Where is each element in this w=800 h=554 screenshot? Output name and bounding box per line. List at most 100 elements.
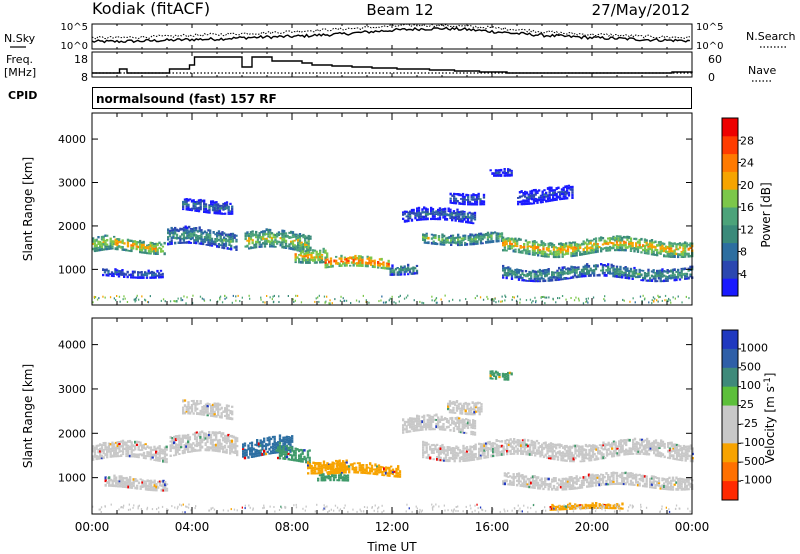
power-cell	[529, 194, 532, 198]
power-cell	[403, 265, 406, 269]
power-cell	[263, 245, 267, 248]
power-cell	[566, 269, 570, 273]
power-clutter	[672, 296, 674, 299]
power-cell	[549, 252, 552, 255]
power-cell	[132, 240, 135, 243]
velocity-cell	[141, 481, 144, 484]
power-cell	[262, 242, 265, 245]
velocity-cell	[675, 448, 679, 452]
velocity-cell	[109, 455, 112, 458]
power-cell	[545, 268, 549, 272]
velocity-cell	[528, 480, 531, 484]
power-cell	[130, 276, 133, 279]
velocity-cell	[525, 453, 528, 456]
velocity-cell	[190, 400, 194, 402]
velocity-cell	[165, 453, 168, 457]
power-cell	[562, 191, 565, 194]
velocity-cell	[285, 448, 289, 451]
power-cell	[298, 261, 301, 264]
velocity-cell	[199, 402, 202, 405]
velocity-cell	[679, 449, 682, 452]
power-cell	[182, 239, 186, 242]
power-cell	[267, 235, 270, 238]
power-cell	[509, 267, 512, 271]
power-cell	[533, 252, 536, 255]
velocity-cell	[448, 404, 452, 407]
velocity-cell	[438, 418, 442, 421]
power-cell	[546, 200, 550, 203]
power-clutter	[516, 295, 519, 298]
velocity-cell	[439, 452, 442, 455]
power-cell	[181, 241, 184, 244]
power-cell	[440, 212, 443, 216]
power-cell	[168, 241, 172, 244]
power-cell	[432, 236, 435, 239]
power-cell	[659, 252, 662, 255]
cpid-program: normalsound (fast) 157 RF	[96, 92, 277, 106]
power-cell	[462, 234, 465, 238]
velocity-cell	[485, 455, 488, 459]
velocity-cell	[289, 458, 292, 461]
velocity-cell	[541, 445, 544, 449]
velocity-cell	[611, 454, 614, 458]
power-cell	[306, 258, 310, 261]
velocity-cell	[503, 479, 507, 483]
velocity-cell	[579, 445, 582, 449]
power-cell	[437, 238, 441, 241]
power-cell	[340, 254, 343, 258]
power-cell	[650, 246, 654, 249]
power-cell	[191, 230, 194, 233]
power-cell	[542, 277, 545, 280]
power-cell	[536, 190, 539, 193]
velocity-cell	[663, 455, 666, 459]
power-cell	[402, 211, 405, 214]
power-colorbar-segment	[722, 118, 738, 137]
velocity-cell	[338, 474, 341, 477]
power-cell	[295, 237, 298, 241]
power-cell	[305, 241, 309, 244]
power-cell	[545, 194, 548, 196]
power-cell	[661, 272, 664, 276]
power-cell	[185, 205, 188, 208]
velocity-cell	[635, 441, 638, 443]
velocity-cell	[292, 452, 296, 454]
power-cell	[203, 240, 207, 243]
power-cell	[621, 275, 624, 279]
velocity-cell	[130, 485, 134, 489]
velocity-cell	[605, 443, 609, 447]
velocity-cell	[102, 442, 105, 444]
power-cell	[525, 199, 529, 203]
power-cell	[640, 273, 643, 277]
velocity-cell	[109, 450, 112, 453]
power-cell	[217, 230, 221, 233]
velocity-cell	[540, 477, 543, 481]
power-cell	[223, 246, 226, 250]
power-cell	[495, 232, 498, 235]
power-cell	[255, 230, 258, 234]
velocity-cell	[291, 435, 294, 438]
power-cell	[535, 246, 538, 250]
velocity-cell	[661, 453, 665, 456]
velocity-cell	[348, 465, 351, 468]
power-cell	[635, 245, 638, 248]
velocity-cell	[520, 449, 523, 452]
power-cell	[678, 246, 682, 249]
velocity-cell	[363, 468, 367, 472]
power-cell	[575, 249, 578, 252]
power-cell	[199, 203, 202, 206]
velocity-cell	[270, 437, 273, 441]
velocity-cell	[595, 457, 598, 461]
velocity-cell	[472, 445, 476, 448]
power-cell	[678, 253, 682, 256]
power-cell	[196, 202, 199, 205]
velocity-cell	[213, 431, 216, 434]
velocity-cell	[457, 405, 460, 408]
velocity-cell	[668, 451, 672, 455]
velocity-cell	[464, 401, 467, 405]
velocity-cell	[681, 459, 684, 462]
velocity-cell	[469, 406, 473, 410]
power-cell	[356, 264, 359, 267]
power-cell	[347, 257, 350, 260]
velocity-cell	[441, 459, 444, 462]
velocity-cell	[176, 448, 179, 451]
